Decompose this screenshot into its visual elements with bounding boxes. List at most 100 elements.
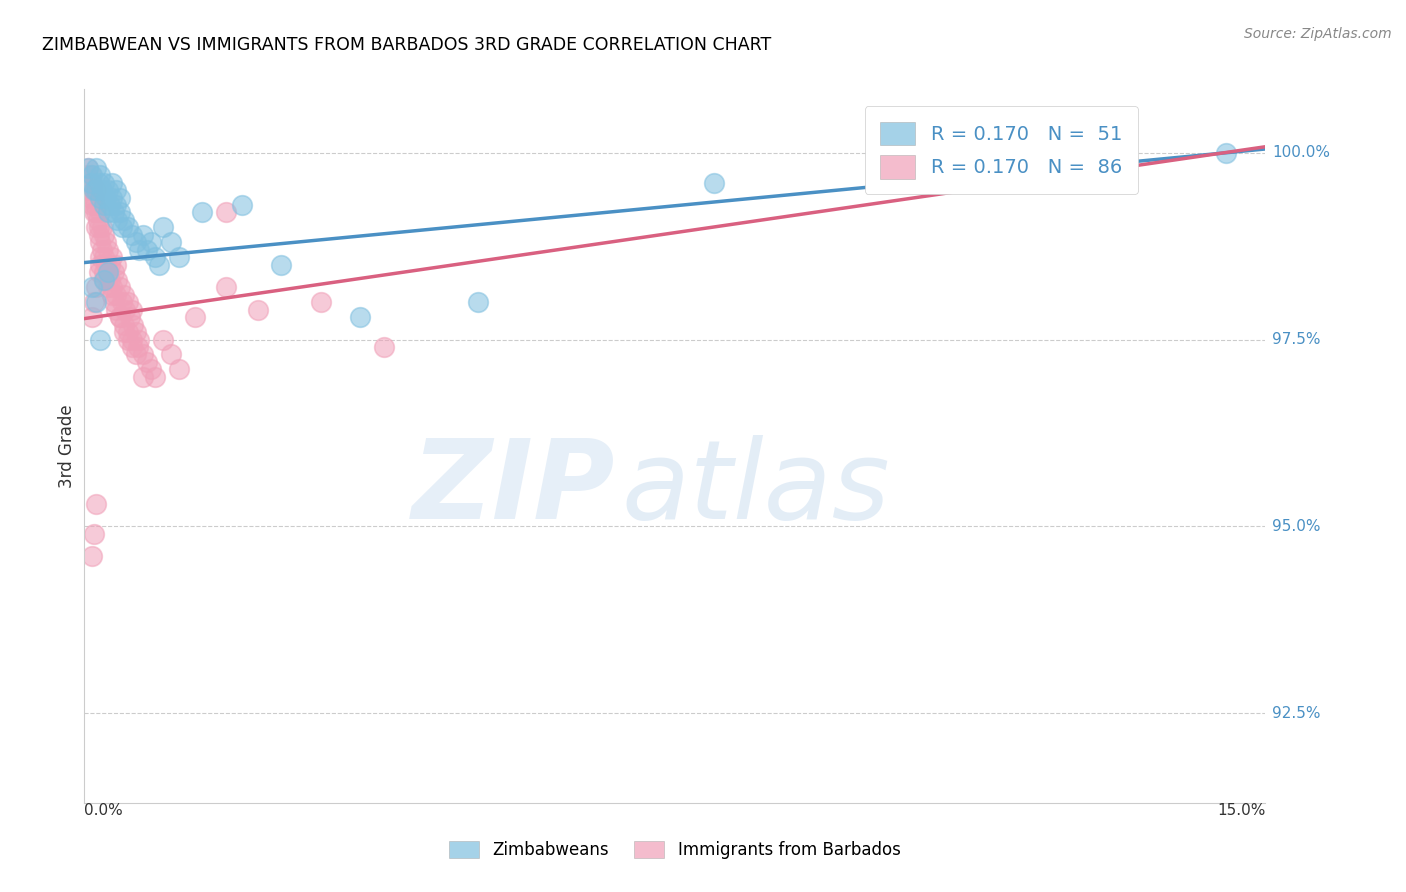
Point — [270, 258, 292, 272]
Point — [89, 250, 111, 264]
Point — [121, 340, 143, 354]
Point — [132, 370, 155, 384]
Point — [112, 318, 135, 332]
Point — [101, 250, 124, 264]
Point — [1215, 145, 1237, 160]
Point — [84, 220, 107, 235]
Point — [121, 333, 143, 347]
Point — [246, 302, 269, 317]
Point — [349, 310, 371, 324]
Point — [118, 310, 141, 324]
Point — [82, 310, 104, 324]
Point — [703, 176, 725, 190]
Point — [98, 258, 121, 272]
Point — [84, 205, 107, 219]
Point — [98, 198, 121, 212]
Point — [124, 235, 146, 250]
Point — [77, 161, 100, 175]
Point — [112, 213, 135, 227]
Point — [79, 176, 101, 190]
Point — [111, 220, 134, 235]
Point — [84, 161, 107, 175]
Point — [117, 295, 139, 310]
Point — [101, 176, 124, 190]
Point — [112, 325, 135, 339]
Point — [108, 310, 131, 324]
Point — [107, 273, 129, 287]
Point — [98, 273, 121, 287]
Point — [83, 295, 105, 310]
Point — [167, 250, 190, 264]
Point — [90, 243, 112, 257]
Point — [79, 176, 101, 190]
Point — [90, 183, 112, 197]
Text: 100.0%: 100.0% — [1272, 145, 1330, 161]
Point — [79, 190, 101, 204]
Point — [160, 235, 183, 250]
Point — [128, 243, 150, 257]
Point — [104, 198, 127, 212]
Point — [76, 168, 98, 182]
Point — [84, 183, 107, 197]
Point — [97, 243, 120, 257]
Text: Source: ZipAtlas.com: Source: ZipAtlas.com — [1244, 27, 1392, 41]
Point — [101, 287, 124, 301]
Point — [117, 220, 139, 235]
Point — [121, 227, 143, 242]
Point — [111, 295, 134, 310]
Point — [112, 287, 135, 301]
Point — [128, 333, 150, 347]
Point — [136, 243, 159, 257]
Point — [167, 362, 190, 376]
Point — [121, 302, 143, 317]
Point — [82, 168, 104, 182]
Point — [97, 280, 120, 294]
Point — [160, 347, 183, 361]
Text: 15.0%: 15.0% — [1218, 803, 1265, 818]
Text: ZIMBABWEAN VS IMMIGRANTS FROM BARBADOS 3RD GRADE CORRELATION CHART: ZIMBABWEAN VS IMMIGRANTS FROM BARBADOS 3… — [42, 36, 772, 54]
Point — [93, 265, 115, 279]
Point — [183, 310, 205, 324]
Point — [132, 227, 155, 242]
Point — [83, 205, 105, 219]
Point — [77, 161, 100, 175]
Point — [82, 198, 104, 212]
Point — [143, 250, 166, 264]
Point — [97, 205, 120, 219]
Point — [136, 355, 159, 369]
Point — [93, 198, 115, 212]
Point — [141, 362, 163, 376]
Point — [96, 235, 118, 250]
Point — [104, 302, 127, 317]
Point — [117, 325, 139, 339]
Point — [231, 198, 253, 212]
Point — [79, 168, 101, 182]
Point — [117, 333, 139, 347]
Y-axis label: 3rd Grade: 3rd Grade — [58, 404, 76, 488]
Point — [84, 497, 107, 511]
Point — [93, 273, 115, 287]
Point — [309, 295, 332, 310]
Point — [103, 295, 125, 310]
Point — [89, 333, 111, 347]
Point — [93, 227, 115, 242]
Text: 0.0%: 0.0% — [84, 803, 124, 818]
Point — [89, 168, 111, 182]
Point — [1057, 145, 1080, 160]
Point — [108, 280, 131, 294]
Point — [87, 176, 110, 190]
Point — [82, 176, 104, 190]
Point — [96, 258, 118, 272]
Point — [191, 205, 214, 219]
Point — [84, 295, 107, 310]
Point — [87, 220, 110, 235]
Point — [104, 183, 127, 197]
Point — [83, 198, 105, 212]
Point — [127, 340, 149, 354]
Point — [373, 340, 395, 354]
Point — [87, 213, 110, 227]
Point — [467, 295, 489, 310]
Point — [108, 310, 131, 324]
Text: atlas: atlas — [621, 435, 890, 542]
Point — [82, 549, 104, 564]
